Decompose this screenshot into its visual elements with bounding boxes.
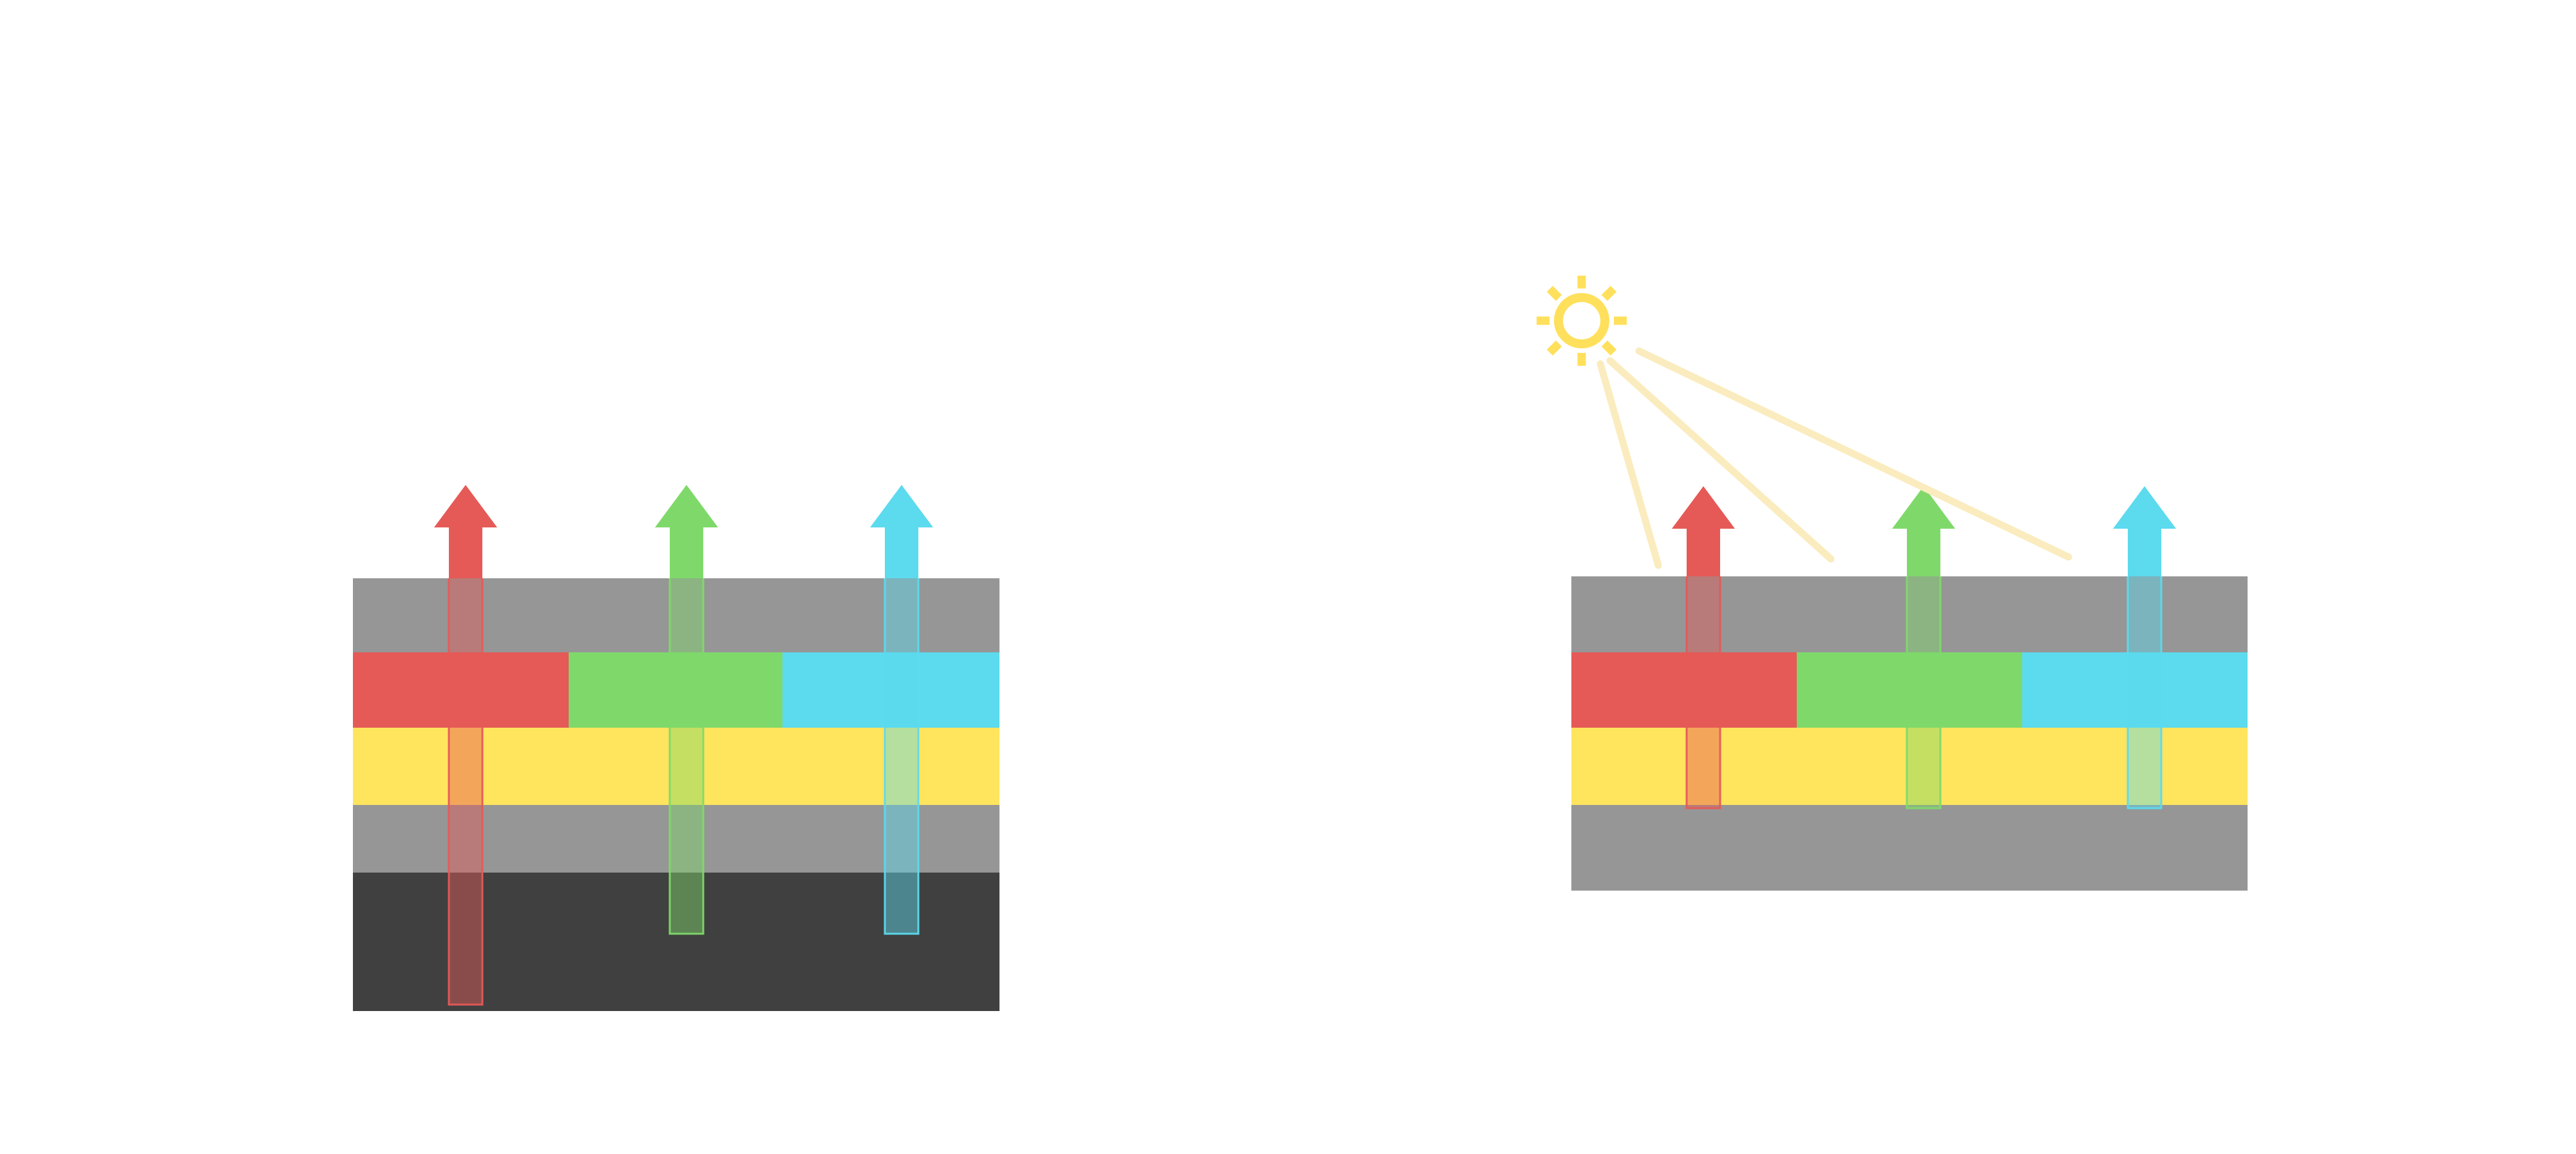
band-red (1571, 652, 1797, 728)
top-electrode-layer (1571, 576, 2248, 652)
light-ray-1 (1596, 360, 1662, 569)
band-green (569, 652, 782, 728)
band-blue (782, 652, 999, 728)
emission-arrow-green-column (668, 578, 705, 935)
sun-group (1537, 276, 2072, 569)
arrow-columns-inside-stack (1685, 576, 2163, 809)
arrows-above-stack (1672, 486, 2176, 576)
emission-arrow-red (434, 485, 497, 578)
dark-substrate-stack (353, 485, 999, 1011)
band-green (1797, 652, 2022, 728)
emission-arrow-green (655, 485, 718, 578)
emission-arrow-blue (870, 485, 933, 578)
sun-rays-icon (1537, 276, 1627, 366)
sun-ray-5 (1546, 340, 1562, 356)
emission-arrow-blue-column (2126, 576, 2163, 809)
opaque-substrate-layer (353, 873, 999, 1011)
emission-arrow-blue-column (884, 578, 920, 935)
rgb-absorber-bands (353, 652, 999, 728)
light-ray-3 (1635, 347, 2072, 561)
emission-arrow-red-column (1685, 576, 1721, 809)
sun-ray-7 (1546, 285, 1562, 301)
arrow-columns-inside-stack (448, 578, 920, 1006)
top-electrode-layer (353, 578, 999, 652)
sun-ray-1 (1601, 285, 1617, 301)
emission-arrow-blue (2113, 486, 2176, 576)
transparent-substrate-stack (1571, 486, 2248, 891)
sun-ray-3 (1601, 340, 1617, 356)
emission-arrow-green-column (1906, 576, 1942, 809)
arrows-above-stack (434, 485, 933, 578)
sun-ring-icon (1554, 293, 1609, 348)
emission-arrow-red-column (448, 578, 484, 1006)
band-red (353, 652, 569, 728)
bottom-electrode-layer (353, 805, 999, 873)
rgb-absorber-bands (1571, 652, 2248, 728)
yellow-interlayer (1571, 728, 2248, 805)
light-ray-2 (1606, 357, 1835, 563)
band-blue (2022, 652, 2248, 728)
emission-arrow-green (1892, 486, 1955, 576)
emission-arrow-red (1672, 486, 1735, 576)
yellow-interlayer (353, 728, 999, 805)
bottom-electrode-layer (1571, 805, 2248, 891)
